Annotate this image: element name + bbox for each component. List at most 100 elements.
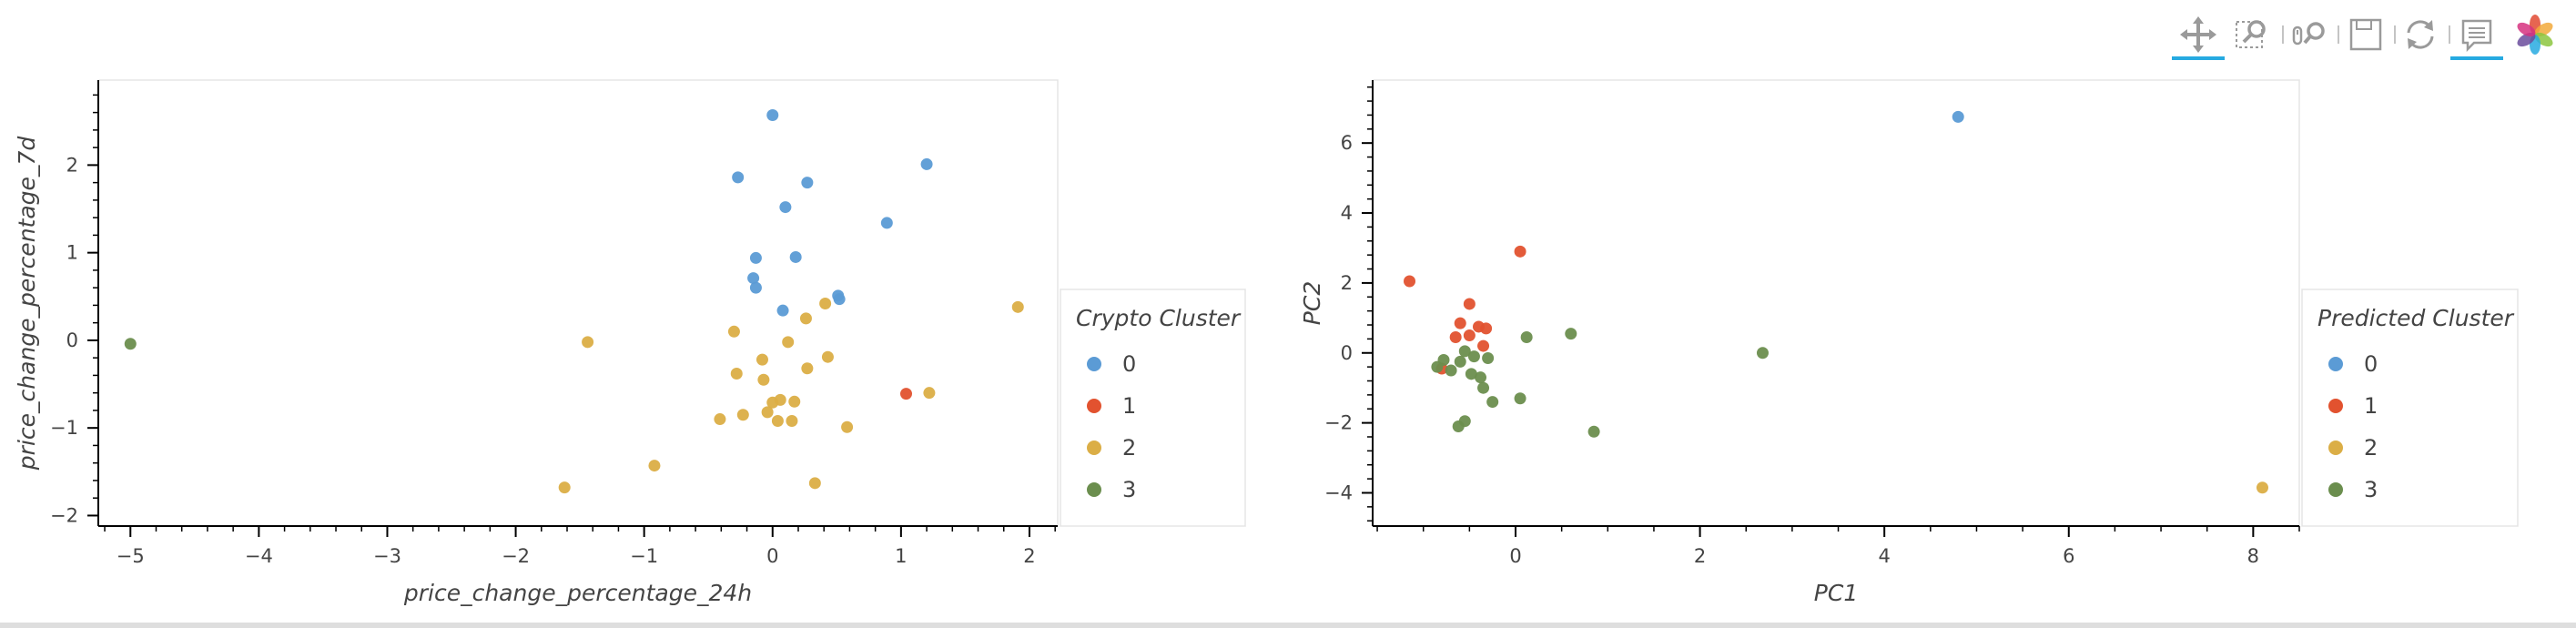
data-point-cluster-1 xyxy=(1477,339,1490,352)
data-point-cluster-2 xyxy=(799,312,812,325)
save-tool-button[interactable] xyxy=(2345,13,2387,56)
data-point-cluster-1 xyxy=(1449,330,1462,343)
data-point-cluster-2 xyxy=(771,414,784,427)
data-point-cluster-0 xyxy=(776,304,789,317)
data-point-cluster-1 xyxy=(1463,329,1476,342)
legend-label-2: 2 xyxy=(2364,435,2378,461)
plot-frame xyxy=(1372,79,2300,527)
toolbar-separator xyxy=(2394,25,2396,44)
data-point-cluster-2 xyxy=(730,367,743,380)
x-tick-label: 2 xyxy=(1694,545,1706,567)
x-tick-label: 6 xyxy=(2063,545,2074,567)
toolbar-separator xyxy=(2282,25,2284,44)
data-point-cluster-1 xyxy=(900,388,913,400)
legend-marker-1 xyxy=(1087,399,1101,413)
data-point-cluster-0 xyxy=(779,201,792,214)
data-point-cluster-2 xyxy=(648,460,661,472)
x-tick-label: 0 xyxy=(1509,545,1521,567)
data-point-cluster-2 xyxy=(757,373,770,386)
x-tick-label: 8 xyxy=(2247,545,2259,567)
data-point-cluster-3 xyxy=(1465,368,1477,380)
data-point-cluster-3 xyxy=(1520,330,1533,343)
data-point-cluster-2 xyxy=(727,325,740,338)
data-point-cluster-2 xyxy=(808,477,821,490)
data-point-cluster-3 xyxy=(1452,420,1465,432)
data-point-cluster-0 xyxy=(732,171,745,184)
legend-marker-1 xyxy=(2328,399,2343,413)
pan-tool-button[interactable] xyxy=(2172,13,2225,60)
data-point-cluster-3 xyxy=(1756,347,1769,360)
data-point-cluster-2 xyxy=(786,414,798,427)
data-point-cluster-0 xyxy=(920,157,933,170)
toolbar-separator xyxy=(2338,25,2339,44)
data-point-cluster-0 xyxy=(749,281,762,294)
legend-label-1: 1 xyxy=(2364,393,2378,419)
legend-label-0: 0 xyxy=(1122,351,1136,377)
x-tick-label: −3 xyxy=(373,545,401,567)
data-point-cluster-3 xyxy=(124,338,137,350)
y-axis-label: price_change_percentage_7d xyxy=(14,137,40,471)
legend-label-3: 3 xyxy=(1122,477,1136,502)
data-point-cluster-1 xyxy=(1454,317,1466,329)
data-point-cluster-3 xyxy=(1587,425,1600,438)
x-tick-label: 4 xyxy=(1878,545,1890,567)
data-point-cluster-1 xyxy=(1480,322,1493,335)
data-point-cluster-2 xyxy=(582,336,594,349)
y-tick-label: 4 xyxy=(1341,202,1353,224)
data-point-cluster-1 xyxy=(1514,245,1526,258)
data-point-cluster-1 xyxy=(1404,275,1416,288)
data-point-cluster-2 xyxy=(821,350,834,363)
reset-tool-button[interactable] xyxy=(2399,13,2441,56)
data-point-cluster-2 xyxy=(714,413,726,426)
y-tick-label: 6 xyxy=(1341,132,1353,154)
bokeh-logo-link[interactable] xyxy=(2514,13,2556,56)
data-point-cluster-0 xyxy=(1952,110,1964,123)
save-icon xyxy=(2349,18,2382,51)
x-tick-label: 2 xyxy=(1023,545,1035,567)
data-point-cluster-2 xyxy=(1011,300,1024,313)
legend-marker-0 xyxy=(2328,357,2343,371)
x-tick-label: 1 xyxy=(895,545,907,567)
data-point-cluster-2 xyxy=(782,336,795,349)
data-point-cluster-1 xyxy=(1463,298,1476,310)
legend-label-2: 2 xyxy=(1122,435,1136,461)
legend-title: Predicted Cluster xyxy=(2317,305,2515,331)
box-zoom-tool-button[interactable] xyxy=(2232,13,2274,56)
data-point-cluster-0 xyxy=(766,109,779,122)
plot-toolbar xyxy=(2166,0,2576,69)
scatter-plot-2: 0 2 4 6 8 −4 −2 0 2 4 6 PC1 PC2 Predicted Cluster 0 1 2 3 xyxy=(1299,79,2519,606)
data-point-cluster-3 xyxy=(1475,371,1487,384)
y-tick-label: −1 xyxy=(50,417,78,439)
data-point-cluster-3 xyxy=(1482,352,1495,365)
x-tick-label: −2 xyxy=(502,545,530,567)
data-point-cluster-0 xyxy=(833,293,846,306)
data-point-cluster-0 xyxy=(749,251,762,264)
data-point-cluster-3 xyxy=(1486,396,1499,409)
x-tick-label: −5 xyxy=(117,545,145,567)
y-tick-label: 2 xyxy=(1341,272,1353,294)
data-point-cluster-2 xyxy=(801,362,814,375)
x-tick-label: −1 xyxy=(630,545,658,567)
data-point-cluster-2 xyxy=(788,395,801,408)
y-tick-label: −2 xyxy=(50,504,78,526)
bokeh-logo-icon xyxy=(2517,15,2553,55)
x-axis-label: PC1 xyxy=(1814,580,1858,606)
data-point-cluster-3 xyxy=(1467,350,1480,363)
data-point-cluster-2 xyxy=(2256,481,2268,494)
data-point-cluster-2 xyxy=(558,481,571,494)
y-tick-label: 1 xyxy=(66,242,78,264)
data-point-cluster-0 xyxy=(789,250,802,263)
data-point-cluster-3 xyxy=(1458,345,1471,358)
data-point-cluster-2 xyxy=(774,393,786,406)
data-point-cluster-2 xyxy=(756,353,768,366)
legend-marker-2 xyxy=(1087,441,1101,455)
wheel-zoom-tool-button[interactable] xyxy=(2288,13,2330,56)
legend-label-1: 1 xyxy=(1122,393,1136,419)
y-tick-label: −4 xyxy=(1324,481,1353,503)
y-tick-label: 0 xyxy=(1341,342,1353,364)
data-point-cluster-0 xyxy=(880,217,893,229)
hover-tool-button[interactable] xyxy=(2450,13,2503,60)
data-point-cluster-3 xyxy=(1477,381,1490,394)
x-tick-label: 0 xyxy=(766,545,778,567)
